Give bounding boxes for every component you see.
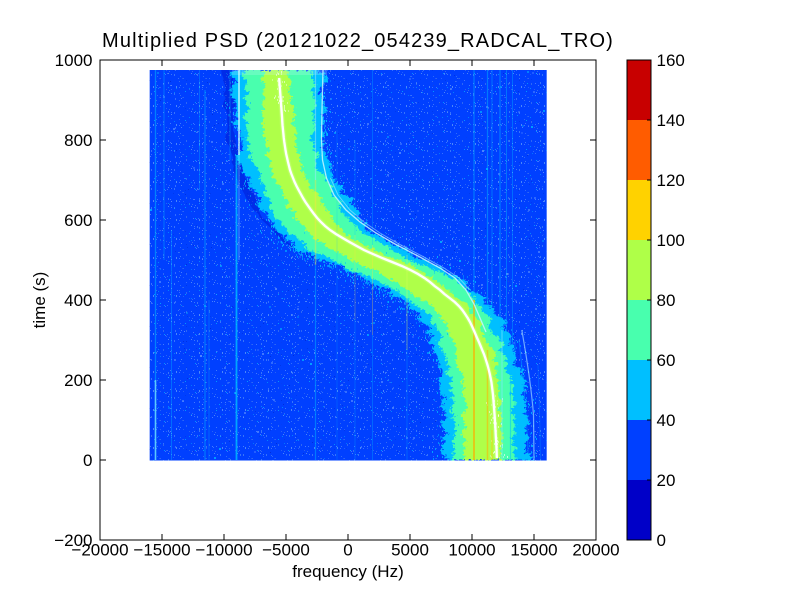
svg-text:time (s): time (s) [30,272,49,329]
svg-text:40: 40 [657,411,676,430]
svg-text:−20000: −20000 [71,541,128,560]
svg-text:−5000: −5000 [262,541,310,560]
svg-text:frequency (Hz): frequency (Hz) [292,562,403,581]
svg-text:400: 400 [64,291,92,310]
svg-text:800: 800 [64,131,92,150]
svg-text:100: 100 [657,231,685,250]
svg-text:15000: 15000 [510,541,557,560]
svg-text:80: 80 [657,291,676,310]
svg-text:Multiplied PSD (20121022_05423: Multiplied PSD (20121022_054239_RADCAL_T… [102,30,614,52]
svg-text:−10000: −10000 [195,541,252,560]
svg-text:−15000: −15000 [133,541,190,560]
svg-text:10000: 10000 [448,541,495,560]
svg-text:0: 0 [343,541,352,560]
svg-text:600: 600 [64,211,92,230]
svg-text:200: 200 [64,371,92,390]
svg-text:20: 20 [657,471,676,490]
svg-text:−200: −200 [54,531,92,550]
svg-text:140: 140 [657,111,685,130]
svg-text:1000: 1000 [55,51,93,70]
svg-text:160: 160 [657,51,685,70]
svg-text:0: 0 [83,451,92,470]
svg-text:120: 120 [657,171,685,190]
svg-text:5000: 5000 [391,541,429,560]
svg-text:0: 0 [657,531,666,550]
svg-text:20000: 20000 [572,541,619,560]
svg-text:60: 60 [657,351,676,370]
